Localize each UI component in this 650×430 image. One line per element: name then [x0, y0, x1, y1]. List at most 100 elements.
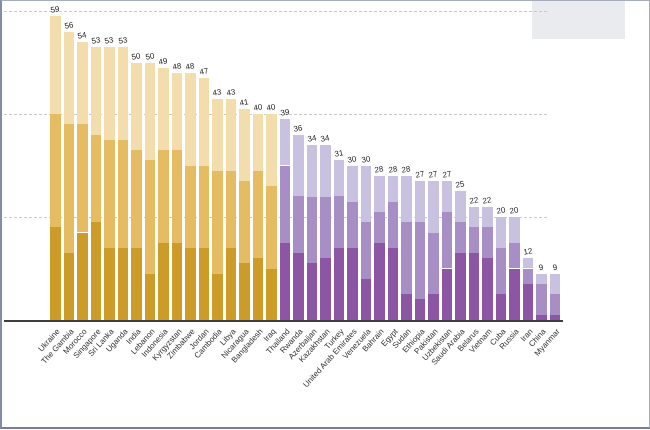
bar-turkey-middle-segment: [333, 196, 344, 248]
bar-jordan-top-segment: [198, 78, 209, 166]
x-axis-line: [4, 320, 563, 322]
bar-indonesia-middle-segment: [158, 150, 169, 243]
bar-egypt-middle-segment: [387, 201, 398, 248]
bar-jordan-bottom-segment: [198, 247, 209, 320]
bar-iraq-bottom-segment: [266, 268, 277, 320]
bar-pakistan-bottom-segment: [428, 294, 439, 320]
bar-cambodia-bottom-segment: [212, 273, 223, 320]
bar-value-nicaragua: 41: [239, 97, 250, 108]
bar-china-middle-segment: [536, 284, 547, 315]
bar-value-singapore: 53: [90, 35, 101, 46]
bar-bangladesh-middle-segment: [252, 170, 263, 259]
bar-russia-bottom-segment: [509, 268, 520, 320]
bar-united-arab-emirates-top-segment: [347, 165, 358, 202]
bar-thailand-top-segment: [279, 119, 290, 166]
bar-bahrain-top-segment: [374, 175, 385, 212]
bar-value-libya: 43: [225, 86, 236, 98]
bar-nicaragua-top-segment: [239, 108, 250, 181]
bar-vietnam-bottom-segment: [482, 258, 493, 320]
bar-kazakhstan-top-segment: [320, 145, 331, 197]
bar-ethiopia-bottom-segment: [414, 299, 425, 320]
bar-zimbabwe-middle-segment: [185, 165, 196, 248]
bar-rwanda-top-segment: [293, 134, 304, 197]
bar-iran-bottom-segment: [522, 284, 533, 320]
bar-value-rwanda: 36: [293, 122, 304, 134]
bar-morocco-top-segment: [77, 42, 88, 125]
bar-saudi-arabia-middle-segment: [455, 222, 466, 254]
bar-china-top-segment: [536, 273, 547, 284]
bar-nicaragua-bottom-segment: [239, 263, 250, 320]
bar-indonesia-bottom-segment: [158, 242, 169, 320]
bar-uzbekistan-bottom-segment: [441, 268, 452, 320]
bar-value-lebanon: 50: [144, 50, 155, 62]
bar-the-gambia-bottom-segment: [63, 253, 74, 320]
bar-turkey-top-segment: [333, 160, 344, 197]
bar-value-sudan: 28: [401, 164, 412, 175]
bar-belarus-bottom-segment: [468, 253, 479, 320]
bar-belarus-top-segment: [468, 206, 479, 228]
bar-value-saudi-arabia: 25: [455, 179, 466, 191]
bar-iraq-middle-segment: [266, 186, 277, 269]
bar-value-thailand: 39: [279, 107, 290, 118]
bar-turkey-bottom-segment: [333, 247, 344, 320]
bar-india-middle-segment: [131, 150, 142, 248]
bar-morocco-bottom-segment: [77, 232, 88, 320]
bar-value-uganda: 53: [117, 35, 128, 46]
bar-united-arab-emirates-bottom-segment: [347, 247, 358, 320]
bar-vietnam-top-segment: [482, 206, 493, 228]
bar-cuba-top-segment: [495, 217, 506, 248]
bar-zimbabwe-bottom-segment: [185, 247, 196, 320]
bar-kazakhstan-middle-segment: [320, 196, 331, 259]
bar-value-pakistan: 27: [428, 169, 439, 180]
bar-vietnam-middle-segment: [482, 227, 493, 259]
bar-uganda-top-segment: [117, 47, 128, 140]
gridline-60: [4, 11, 547, 13]
bar-azerbaijan-top-segment: [306, 145, 317, 197]
bar-kyrgyzstan-bottom-segment: [171, 242, 182, 320]
bar-rwanda-middle-segment: [293, 196, 304, 253]
bar-pakistan-middle-segment: [428, 232, 439, 295]
bar-sudan-top-segment: [401, 175, 412, 223]
bar-azerbaijan-bottom-segment: [306, 263, 317, 320]
bar-russia-top-segment: [509, 217, 520, 243]
bar-value-cuba: 20: [495, 205, 506, 216]
bar-pakistan-top-segment: [428, 181, 439, 233]
bar-egypt-top-segment: [387, 175, 398, 202]
bar-value-belarus: 22: [468, 194, 479, 206]
bar-value-azerbaijan: 34: [306, 133, 317, 144]
bar-ethiopia-middle-segment: [414, 222, 425, 300]
bar-cambodia-middle-segment: [212, 170, 223, 274]
bar-azerbaijan-middle-segment: [306, 196, 317, 264]
bar-uganda-bottom-segment: [117, 247, 128, 320]
bar-singapore-middle-segment: [90, 134, 101, 223]
bar-value-russia: 20: [509, 205, 520, 216]
bar-thailand-bottom-segment: [279, 242, 290, 320]
bar-value-zimbabwe: 48: [185, 61, 196, 72]
bar-myanmar-bottom-segment: [549, 314, 560, 320]
bar-value-uzbekistan: 27: [441, 169, 452, 180]
bar-egypt-bottom-segment: [387, 247, 398, 320]
bar-libya-middle-segment: [225, 170, 236, 248]
bar-value-ethiopia: 27: [414, 169, 425, 180]
bar-iran-middle-segment: [522, 268, 533, 284]
bar-sri-lanka-top-segment: [104, 47, 115, 140]
bar-sri-lanka-bottom-segment: [104, 247, 115, 320]
bar-value-myanmar: 9: [551, 262, 558, 273]
bar-iraq-top-segment: [266, 114, 277, 187]
bar-india-top-segment: [131, 62, 142, 151]
bar-value-the-gambia: 56: [63, 19, 74, 31]
bar-saudi-arabia-bottom-segment: [455, 253, 466, 320]
bar-libya-top-segment: [225, 98, 236, 171]
bar-bahrain-middle-segment: [374, 211, 385, 243]
bar-value-ukraine: 59: [50, 4, 61, 16]
bar-sri-lanka-middle-segment: [104, 139, 115, 248]
bar-jordan-middle-segment: [198, 165, 209, 248]
bar-value-sri-lanka: 53: [104, 35, 115, 46]
bar-ukraine-top-segment: [50, 16, 61, 115]
bar-uganda-middle-segment: [117, 139, 128, 248]
bar-venezuela-bottom-segment: [360, 278, 371, 320]
bar-kyrgyzstan-top-segment: [171, 72, 182, 151]
bar-value-united-arab-emirates: 30: [347, 153, 358, 165]
